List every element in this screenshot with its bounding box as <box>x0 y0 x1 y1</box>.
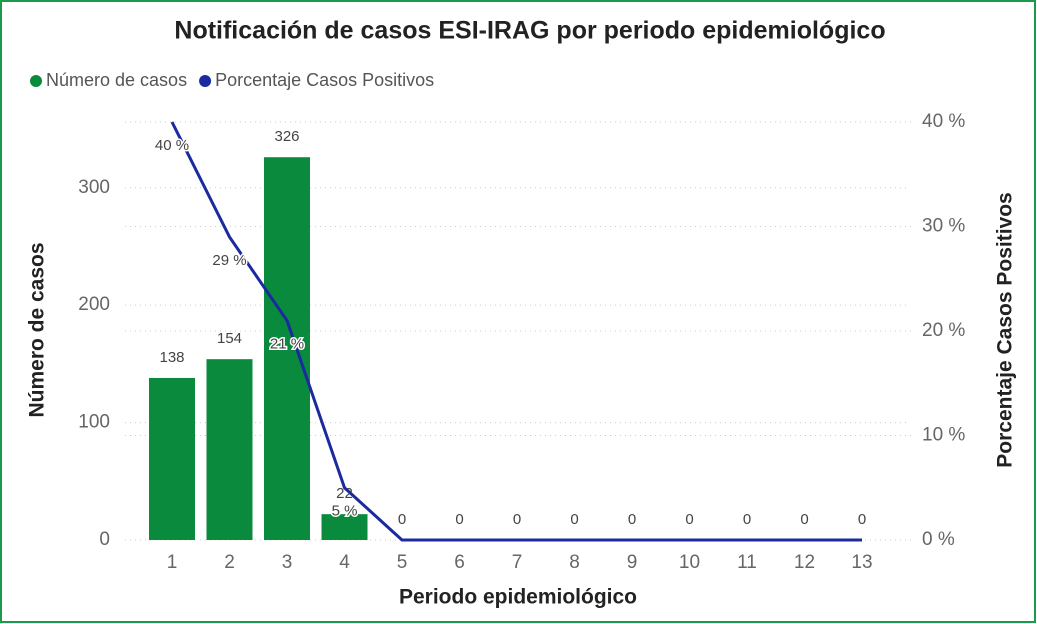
data-label: 22 <box>336 485 353 502</box>
data-label: 5 % <box>332 503 358 520</box>
y-tick-label: 200 <box>78 294 110 315</box>
data-label: 21 % <box>270 336 304 353</box>
x-tick-label: 3 <box>282 552 293 573</box>
x-tick-label: 9 <box>627 552 638 573</box>
y2-tick-label: 10 % <box>922 425 965 446</box>
y-tick-label: 300 <box>78 177 110 198</box>
x-tick-label: 7 <box>512 552 523 573</box>
y2-tick-label: 30 % <box>922 216 965 237</box>
data-label: 0 <box>743 511 751 528</box>
data-label: 29 % <box>212 252 246 269</box>
x-tick-label: 4 <box>339 552 350 573</box>
x-tick-label: 10 <box>679 552 700 573</box>
data-label: 0 <box>858 511 866 528</box>
bar <box>206 359 253 540</box>
x-tick-label: 11 <box>737 552 757 573</box>
legend-marker <box>30 75 42 87</box>
y-axis-title: Número de casos <box>26 242 49 417</box>
data-label: 0 <box>513 511 521 528</box>
data-label: 0 <box>570 511 578 528</box>
data-label: 0 <box>628 511 636 528</box>
bar <box>321 514 368 540</box>
data-label: 0 <box>685 511 693 528</box>
x-tick-label: 5 <box>397 552 408 573</box>
y2-tick-label: 40 % <box>922 111 965 132</box>
data-label: 40 % <box>155 137 189 154</box>
legend-label: Número de casos <box>46 70 187 90</box>
line <box>170 121 862 542</box>
legend-label: Porcentaje Casos Positivos <box>215 70 434 90</box>
y2-tick-label: 0 % <box>922 529 955 550</box>
bar <box>149 377 195 540</box>
legend-marker <box>199 75 212 87</box>
x-tick-label: 12 <box>794 552 815 573</box>
x-axis-title: Periodo epidemiológico <box>399 586 637 609</box>
y2-axis-title: Porcentaje Casos Positivos <box>994 192 1017 467</box>
y2-tick-label: 20 % <box>922 320 965 341</box>
data-label: 154 <box>217 330 242 347</box>
y-tick-label: 100 <box>78 412 110 433</box>
data-label: 326 <box>274 128 299 145</box>
chart-title: Notificación de casos ESI-IRAG por perio… <box>174 17 885 45</box>
data-label: 0 <box>398 511 406 528</box>
data-label: 138 <box>159 349 184 366</box>
x-tick-label: 2 <box>224 552 235 573</box>
x-tick-label: 6 <box>454 552 465 573</box>
bar <box>264 157 310 540</box>
x-tick-label: 13 <box>851 552 872 573</box>
x-tick-label: 8 <box>569 552 580 573</box>
data-label: 0 <box>800 511 808 528</box>
data-label: 0 <box>455 511 463 528</box>
y-tick-label: 0 <box>99 529 110 550</box>
x-tick-label: 1 <box>167 552 178 573</box>
